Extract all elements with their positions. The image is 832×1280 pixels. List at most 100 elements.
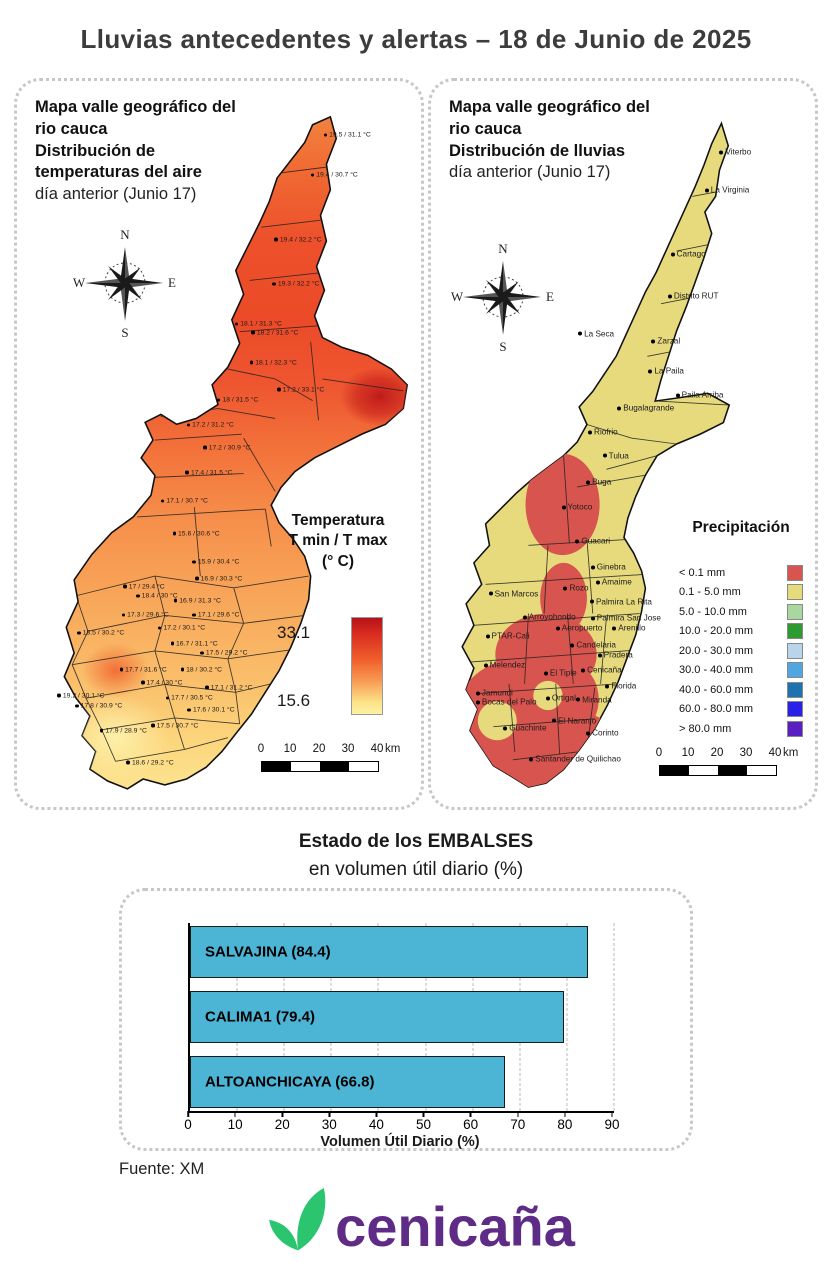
temperature-map-title: Mapa valle geográfico del rio cauca Dist… <box>35 98 236 204</box>
precip-legend-item: 60.0 - 80.0 mm <box>679 700 803 720</box>
temp-station-label: 19.2 / 30.1 °C <box>57 692 105 699</box>
svg-text:W: W <box>73 275 86 290</box>
bar-label: ALTOANCHICAYA (66.8) <box>205 1073 375 1091</box>
tick-mark <box>234 1111 236 1117</box>
tick-label: 40 <box>368 1117 384 1132</box>
precip-legend-label: 0.1 - 5.0 mm <box>679 586 741 599</box>
precip-legend-item: < 0.1 mm <box>679 563 803 583</box>
precip-legend-swatch <box>787 681 803 698</box>
tick-mark <box>328 1111 331 1117</box>
scalebar-tick: 0 <box>257 743 265 755</box>
temp-station-label: 15.6 / 30.6 °C <box>173 531 220 538</box>
svg-text:N: N <box>498 241 508 256</box>
temp-station-label: 19.4 / 30.7 °C <box>311 172 358 179</box>
town-label: La Seca <box>578 329 614 338</box>
svg-text:S: S <box>499 339 506 354</box>
x-axis-tick: 80 <box>557 1111 572 1132</box>
precip-legend-swatch <box>787 584 803 601</box>
x-axis-tick: 10 <box>228 1111 243 1132</box>
scalebar-tick: 20 <box>710 747 724 759</box>
tick-label: 50 <box>416 1117 432 1132</box>
temp-station-label: 18.4 / 30 °C <box>136 593 178 600</box>
svg-text:S: S <box>121 325 128 340</box>
precip-legend-swatch <box>787 642 803 659</box>
temp-station-label: 18.2 / 31.6 °C <box>251 329 299 336</box>
town-label: Candelaria <box>570 641 616 650</box>
scalebar-tick: 30 <box>341 743 355 755</box>
temp-station-label: 17.1 / 31.2 °C <box>205 684 253 691</box>
temp-station-label: 17.2 / 30.1 °C <box>158 625 205 632</box>
tick-mark <box>187 1111 189 1117</box>
temperature-gradient-bar <box>351 617 383 715</box>
bar-label: SALVAJINA (84.4) <box>205 943 331 961</box>
temp-station-label: 17.7 / 31.6 °C <box>120 666 167 673</box>
tick-label: 90 <box>604 1117 620 1132</box>
tick-label: 0 <box>184 1117 192 1132</box>
town-label: Buga <box>586 477 611 486</box>
precip-legend-swatch <box>787 701 803 718</box>
precip-legend-label: > 80.0 mm <box>679 722 732 735</box>
town-label: El Naranjo <box>552 716 596 725</box>
town-label: Florida <box>605 681 636 690</box>
scalebar <box>261 761 379 772</box>
temp-station-label: 16.9 / 31.3 °C <box>174 597 221 604</box>
town-label: Palmira San Jose <box>591 614 661 623</box>
precip-legend-label: 30.0 - 40.0 mm <box>679 664 753 677</box>
x-axis-ticks: 0 10 20 30 40 <box>184 1111 620 1137</box>
temperature-choropleth-map <box>63 115 409 790</box>
temp-map-scalebar: 0 10 20 30 40 km <box>257 743 421 773</box>
precip-legend-item: 20.0 - 30.0 mm <box>679 641 803 661</box>
tick-mark <box>422 1111 425 1117</box>
scalebar-tick: 20 <box>312 743 326 755</box>
precip-legend-item: 5.0 - 10.0 mm <box>679 602 803 622</box>
x-axis-tick: 50 <box>416 1111 431 1132</box>
scalebar-tick: 30 <box>739 747 753 759</box>
temp-station-label: 16.7 / 31.1 °C <box>171 640 218 647</box>
gridline <box>566 923 568 1111</box>
town-label: Yotoco <box>562 503 593 512</box>
cenicana-leaf-icon <box>269 1188 326 1251</box>
tick-mark <box>516 1111 519 1117</box>
town-label: Guachinte <box>503 723 546 732</box>
tick-label: 10 <box>227 1117 243 1132</box>
rain-map-title: Mapa valle geográfico del rio cauca Dist… <box>449 98 650 182</box>
bar-row: SALVAJINA (84.4) <box>190 926 614 978</box>
town-label: La Paila <box>648 366 684 375</box>
precipitation-legend: Precipitación < 0.1 mm 0.1 - 5.0 mm 5.0 … <box>679 519 803 739</box>
temp-station-label: 17.1 / 30.7 °C <box>161 498 208 505</box>
x-axis-tick: 40 <box>369 1111 384 1132</box>
town-label: Arenillo <box>612 624 645 633</box>
temp-station-label: 18 / 30.2 °C <box>181 666 222 673</box>
precip-legend-swatch <box>787 720 803 737</box>
temp-station-label: 18.6 / 29.2 °C <box>126 759 174 766</box>
tick-mark <box>469 1111 472 1117</box>
temp-station-label: 17.2 / 31.2 °C <box>187 422 234 429</box>
bar-row: CALIMA1 (79.4) <box>190 991 614 1043</box>
scalebar-tick: 10 <box>283 743 297 755</box>
precip-legend-label: 60.0 - 80.0 mm <box>679 703 753 716</box>
compass-rose-icon: N E S W <box>73 227 176 340</box>
precip-legend-swatch <box>787 564 803 581</box>
temp-station-label: 17 / 29.4 °C <box>123 584 165 591</box>
town-label: El Tiple <box>544 669 577 678</box>
tick-label: 30 <box>321 1117 337 1132</box>
town-label: Melendez <box>484 661 526 670</box>
temp-station-label: 18.5 / 30.2 °C <box>77 630 125 637</box>
temp-station-label: 17.9 / 28.9 °C <box>100 727 147 734</box>
bar-row: ALTOANCHICAYA (66.8) <box>190 1056 614 1108</box>
embalses-heading-sub: en volumen útil diario (%) <box>308 858 524 880</box>
town-label: Santander de Quilichao <box>529 755 621 764</box>
precip-legend-swatch <box>787 603 803 620</box>
temp-station-label: 17.1 / 29.6 °C <box>192 612 240 619</box>
x-axis-tick: 0 <box>184 1111 192 1132</box>
temp-station-label: 19.5 / 31.1 °C <box>324 132 371 139</box>
temp-station-label: 17.4 / 30 °C <box>141 679 183 686</box>
scalebar-tick: 10 <box>681 747 695 759</box>
temp-station-label: 17.2 / 33.1 °C <box>277 386 325 393</box>
temp-station-label: 17.4 / 31.5 °C <box>185 470 233 477</box>
town-label: Bugalagrande <box>617 404 674 413</box>
town-label: Cartago <box>671 249 706 258</box>
scalebar-tick: 40 <box>370 743 384 755</box>
gridline <box>613 923 615 1111</box>
